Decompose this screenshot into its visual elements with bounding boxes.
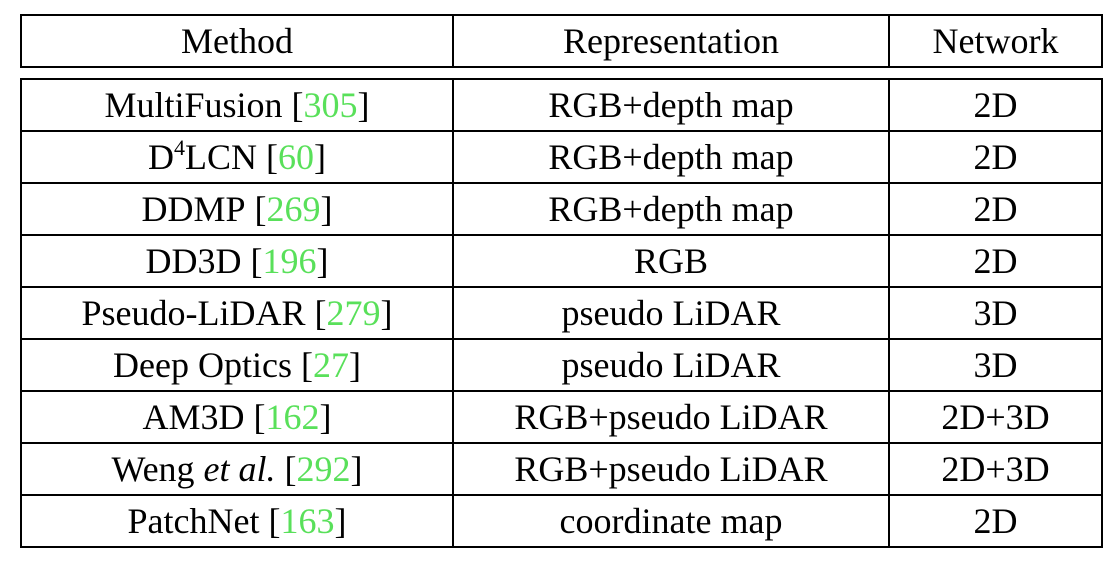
representation-cell: pseudo LiDAR xyxy=(452,286,890,340)
method-cell: PatchNet [163] xyxy=(20,494,454,548)
network-cell: 2D xyxy=(888,234,1103,288)
citation-link[interactable]: 305 xyxy=(303,85,358,125)
citation-link[interactable]: 60 xyxy=(278,137,314,177)
representation-cell: RGB+depth map xyxy=(452,130,890,184)
method-superscript: 4 xyxy=(174,135,185,160)
network-cell: 2D xyxy=(888,494,1103,548)
header-representation: Representation xyxy=(452,14,890,68)
method-name: Weng xyxy=(111,449,195,489)
table-row: DD3D [196] RGB 2D xyxy=(20,234,1103,288)
citation-link[interactable]: 163 xyxy=(280,501,335,541)
citation-link[interactable]: 196 xyxy=(262,241,317,281)
header-gap xyxy=(21,66,1102,80)
method-name: DDMP xyxy=(141,189,246,229)
method-cell: Deep Optics [27] xyxy=(20,338,454,392)
table-row: AM3D [162] RGB+pseudo LiDAR 2D+3D xyxy=(20,390,1103,444)
representation-cell: RGB+depth map xyxy=(452,182,890,236)
network-cell: 2D xyxy=(888,182,1103,236)
method-name: DD3D xyxy=(145,241,242,281)
method-name-suffix: LCN xyxy=(185,137,257,177)
network-cell: 2D+3D xyxy=(888,390,1103,444)
citation-link[interactable]: 279 xyxy=(326,293,381,333)
method-cell: D4LCN [60] xyxy=(20,130,454,184)
citation-link[interactable]: 162 xyxy=(265,397,320,437)
method-italic: et al. xyxy=(203,449,276,489)
method-name: AM3D xyxy=(142,397,245,437)
representation-cell: RGB xyxy=(452,234,890,288)
method-name: PatchNet xyxy=(127,501,260,541)
method-cell: DDMP [269] xyxy=(20,182,454,236)
table-row: Pseudo-LiDAR [279] pseudo LiDAR 3D xyxy=(20,286,1103,340)
header-method: Method xyxy=(20,14,454,68)
network-cell: 2D xyxy=(888,130,1103,184)
header-network: Network xyxy=(888,14,1103,68)
representation-cell: RGB+depth map xyxy=(452,78,890,132)
representation-cell: RGB+pseudo LiDAR xyxy=(452,390,890,444)
table-row: DDMP [269] RGB+depth map 2D xyxy=(20,182,1103,236)
citation-link[interactable]: 27 xyxy=(312,345,349,385)
table-row: PatchNet [163] coordinate map 2D xyxy=(20,494,1103,548)
network-cell: 2D+3D xyxy=(888,442,1103,496)
method-name: MultiFusion xyxy=(104,85,283,125)
table-row: MultiFusion [305] RGB+depth map 2D xyxy=(20,78,1103,132)
representation-cell: pseudo LiDAR xyxy=(452,338,890,392)
table-row: Deep Optics [27] pseudo LiDAR 3D xyxy=(20,338,1103,392)
method-cell: Weng et al. [292] xyxy=(20,442,454,496)
method-cell: MultiFusion [305] xyxy=(20,78,454,132)
method-name: Pseudo-LiDAR xyxy=(81,293,306,333)
table-row: D4LCN [60] RGB+depth map 2D xyxy=(20,130,1103,184)
header-row: Method Representation Network xyxy=(20,14,1103,68)
network-cell: 3D xyxy=(888,286,1103,340)
citation-link[interactable]: 292 xyxy=(296,449,351,489)
method-name: Deep Optics xyxy=(113,345,292,385)
comparison-table: Method Representation Network MultiFusio… xyxy=(20,14,1103,548)
citation-link[interactable]: 269 xyxy=(266,189,321,229)
method-cell: AM3D [162] xyxy=(20,390,454,444)
representation-cell: coordinate map xyxy=(452,494,890,548)
network-cell: 3D xyxy=(888,338,1103,392)
network-cell: 2D xyxy=(888,78,1103,132)
method-cell: DD3D [196] xyxy=(20,234,454,288)
method-name: D xyxy=(148,137,174,177)
method-cell: Pseudo-LiDAR [279] xyxy=(20,286,454,340)
representation-cell: RGB+pseudo LiDAR xyxy=(452,442,890,496)
table-row: Weng et al. [292] RGB+pseudo LiDAR 2D+3D xyxy=(20,442,1103,496)
